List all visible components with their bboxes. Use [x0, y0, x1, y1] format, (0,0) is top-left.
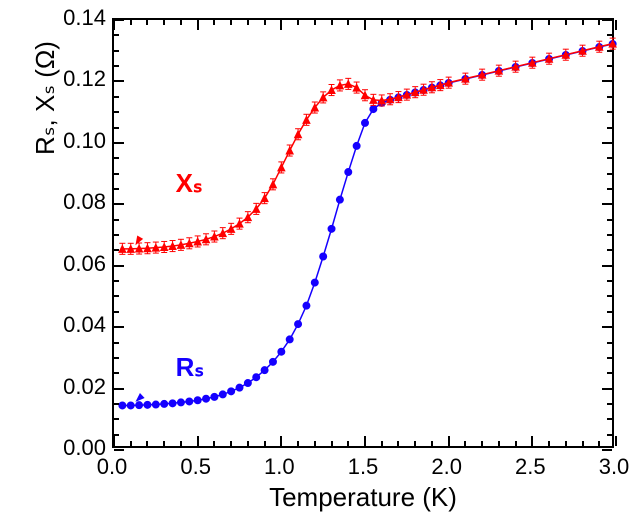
x-tick-label: 2.5 — [515, 454, 546, 480]
x-tick-label: 0.5 — [180, 454, 211, 480]
y-tick-label: 0.04 — [52, 312, 106, 338]
x-tick-label: 3.0 — [599, 454, 630, 480]
y-tick-label: 0.08 — [52, 189, 106, 215]
x-tick-label: 1.0 — [264, 454, 295, 480]
series-annotation-Xs: Xₛ — [176, 168, 203, 199]
y-tick-label: 0.12 — [52, 66, 106, 92]
y-tick-label: 0.06 — [52, 251, 106, 277]
x-axis-label: Temperature (K) — [112, 482, 614, 513]
chart-figure: Rₛ, Xₛ (Ω) Temperature (K) 0.00.51.01.52… — [0, 0, 640, 525]
series-annotation-Rs: Rₛ — [176, 352, 204, 383]
y-tick-label: 0.02 — [52, 374, 106, 400]
y-tick-label: 0.14 — [52, 5, 106, 31]
plot-svg — [114, 20, 616, 450]
y-tick-label: 0.10 — [52, 128, 106, 154]
x-tick-label: 2.0 — [431, 454, 462, 480]
x-tick-label: 1.5 — [348, 454, 379, 480]
plot-area — [112, 18, 614, 448]
y-tick-label: 0.00 — [52, 435, 106, 461]
